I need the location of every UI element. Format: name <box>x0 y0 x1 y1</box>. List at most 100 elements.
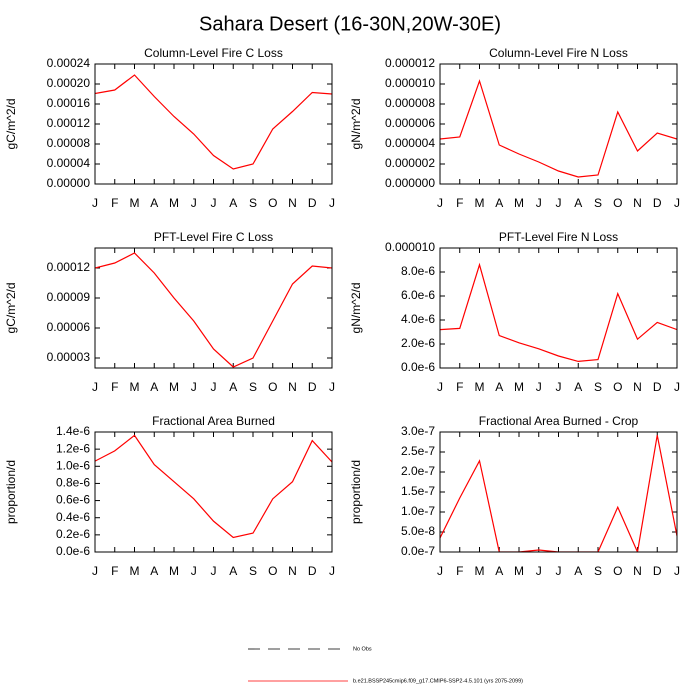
x-tick-label: O <box>268 196 277 210</box>
x-tick-label: J <box>92 196 98 210</box>
y-tick-label: 0.0e-6 <box>56 544 90 558</box>
plot-frame <box>439 63 678 185</box>
x-tick-label: N <box>288 380 297 394</box>
y-tick-label: 0.000000 <box>385 176 435 190</box>
plot-frame <box>439 247 678 369</box>
x-tick-label: D <box>653 380 662 394</box>
x-tick-label: N <box>288 196 297 210</box>
x-tick-label: D <box>653 564 662 578</box>
y-tick-label: 1.0e-7 <box>401 504 435 518</box>
x-tick-label: J <box>556 380 562 394</box>
y-tick-label: 0.8e-6 <box>56 476 90 490</box>
x-tick-label: J <box>674 564 680 578</box>
x-tick-label: M <box>169 564 179 578</box>
panel-title: PFT-Level Fire C Loss <box>154 230 273 244</box>
y-tick-label: 1.2e-6 <box>56 441 90 455</box>
x-tick-label: N <box>633 196 642 210</box>
x-tick-label: F <box>111 380 118 394</box>
x-tick-label: J <box>211 196 217 210</box>
x-tick-label: D <box>653 196 662 210</box>
y-tick-label: 2.0e-7 <box>401 464 435 478</box>
y-tick-label: 0.00006 <box>47 320 91 334</box>
x-tick-label: F <box>456 196 463 210</box>
x-tick-label: J <box>536 196 542 210</box>
x-tick-label: J <box>437 564 443 578</box>
panel-title: Fractional Area Burned <box>152 414 275 428</box>
x-tick-label: O <box>268 564 277 578</box>
x-tick-label: J <box>211 564 217 578</box>
y-tick-label: 5.0e-8 <box>401 524 435 538</box>
x-tick-label: J <box>329 196 335 210</box>
x-tick-label: A <box>574 564 582 578</box>
legend-label: b.e21.BSSP245cmip6.f09_g17.CMIP6-SSP2-4.… <box>353 678 523 684</box>
x-tick-label: M <box>169 196 179 210</box>
y-tick-label: 1.4e-6 <box>56 424 90 438</box>
x-tick-label: S <box>249 380 257 394</box>
x-tick-label: J <box>92 564 98 578</box>
x-tick-label: J <box>437 380 443 394</box>
x-tick-label: M <box>475 196 485 210</box>
panel-title: Fractional Area Burned - Crop <box>479 414 639 428</box>
y-tick-label: 0.000002 <box>385 156 435 170</box>
x-tick-label: J <box>211 380 217 394</box>
y-axis-label: proportion/d <box>4 460 18 524</box>
y-tick-label: 0.00012 <box>47 260 91 274</box>
x-tick-label: A <box>495 564 503 578</box>
data-line <box>95 434 332 539</box>
y-tick-label: 0.00003 <box>47 350 91 364</box>
y-tick-label: 0.000012 <box>385 56 435 70</box>
x-tick-label: S <box>594 564 602 578</box>
x-tick-label: F <box>111 564 118 578</box>
x-tick-label: M <box>130 564 140 578</box>
x-tick-label: M <box>514 564 524 578</box>
x-tick-label: J <box>536 564 542 578</box>
data-line <box>440 435 677 552</box>
x-tick-label: A <box>495 380 503 394</box>
y-tick-label: 0.000008 <box>385 96 435 110</box>
x-tick-label: F <box>456 564 463 578</box>
x-tick-label: J <box>329 380 335 394</box>
y-tick-label: 0.6e-6 <box>56 493 90 507</box>
panel-title: PFT-Level Fire N Loss <box>499 230 618 244</box>
x-tick-label: J <box>191 380 197 394</box>
y-axis-label: proportion/d <box>349 460 363 524</box>
panel-title: Column-Level Fire N Loss <box>489 46 628 60</box>
x-tick-label: O <box>613 196 622 210</box>
x-tick-label: M <box>475 564 485 578</box>
y-tick-label: 0.00012 <box>47 116 91 130</box>
x-tick-label: A <box>229 380 237 394</box>
x-tick-label: S <box>594 196 602 210</box>
x-tick-label: J <box>674 380 680 394</box>
y-tick-label: 0.00008 <box>47 136 91 150</box>
plot-frame <box>94 63 333 185</box>
x-tick-label: N <box>288 564 297 578</box>
legend-label: No Obs <box>353 646 372 652</box>
y-tick-label: 0.000004 <box>385 136 435 150</box>
y-axis-label: gN/m^2/d <box>349 99 363 150</box>
data-line <box>95 74 332 170</box>
x-tick-label: J <box>556 196 562 210</box>
x-tick-label: O <box>613 564 622 578</box>
x-tick-label: A <box>150 380 158 394</box>
x-tick-label: S <box>249 564 257 578</box>
x-tick-label: M <box>130 380 140 394</box>
x-tick-label: D <box>308 196 317 210</box>
data-line <box>440 79 677 178</box>
y-tick-label: 2.5e-7 <box>401 444 435 458</box>
x-tick-label: A <box>229 564 237 578</box>
y-tick-label: 0.000010 <box>385 76 435 90</box>
plot-frame <box>94 431 333 553</box>
x-tick-label: D <box>308 564 317 578</box>
y-tick-label: 0.00020 <box>47 76 91 90</box>
y-tick-label: 4.0e-6 <box>401 312 435 326</box>
y-tick-label: 1.0e-6 <box>56 458 90 472</box>
x-tick-label: M <box>514 196 524 210</box>
x-tick-label: F <box>111 196 118 210</box>
y-tick-label: 0.0e-7 <box>401 544 435 558</box>
x-tick-label: J <box>536 380 542 394</box>
x-tick-label: M <box>514 380 524 394</box>
x-tick-label: J <box>191 564 197 578</box>
x-tick-label: N <box>633 564 642 578</box>
x-tick-label: A <box>150 564 158 578</box>
